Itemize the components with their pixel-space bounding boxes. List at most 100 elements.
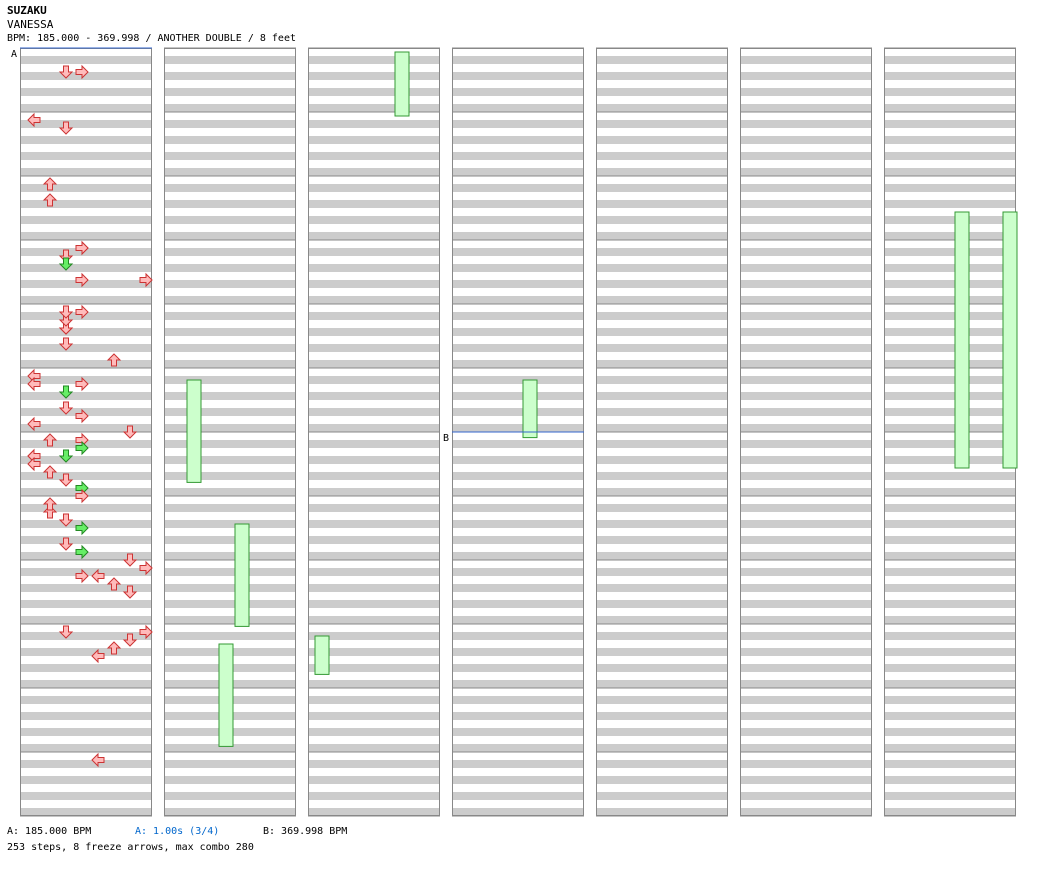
- step-arrow: [122, 585, 138, 599]
- beat-stripe: [596, 488, 728, 496]
- beat-stripe: [596, 696, 728, 704]
- beat-stripe: [308, 408, 440, 416]
- beat-stripe: [884, 280, 1016, 288]
- beat-stripe: [740, 104, 872, 112]
- beat-stripe: [308, 216, 440, 224]
- beat-stripe: [452, 184, 584, 192]
- freeze-arrow-body: [218, 643, 234, 747]
- beat-stripe: [596, 56, 728, 64]
- beat-stripe: [164, 264, 296, 272]
- beat-stripe: [308, 376, 440, 384]
- beat-stripe: [20, 536, 152, 544]
- beat-stripe: [164, 632, 296, 640]
- beat-stripe: [596, 600, 728, 608]
- step-arrow: [122, 425, 138, 439]
- beat-stripe: [308, 312, 440, 320]
- beat-stripe: [740, 584, 872, 592]
- beat-stripe: [20, 680, 152, 688]
- beat-stripe: [164, 760, 296, 768]
- beat-stripe: [164, 232, 296, 240]
- beat-stripe: [452, 280, 584, 288]
- stop-a-label: A: 1.00s (3/4): [135, 826, 220, 837]
- beat-stripe: [740, 456, 872, 464]
- bpm-a-label: A: 185.000 BPM: [7, 826, 92, 837]
- beat-stripe: [452, 632, 584, 640]
- freeze-arrow-body: [394, 51, 410, 117]
- beat-stripe: [308, 808, 440, 816]
- beat-stripe: [740, 728, 872, 736]
- beat-stripe: [308, 248, 440, 256]
- beat-stripe: [308, 552, 440, 560]
- beat-stripe: [308, 696, 440, 704]
- beat-stripe: [308, 168, 440, 176]
- beat-stripe: [884, 376, 1016, 384]
- step-arrow: [91, 752, 105, 768]
- beat-stripe: [740, 504, 872, 512]
- beat-stripe: [596, 104, 728, 112]
- beat-stripe: [884, 392, 1016, 400]
- beat-stripe: [884, 664, 1016, 672]
- beat-stripe: [308, 600, 440, 608]
- beat-stripe: [596, 376, 728, 384]
- beat-stripe: [20, 632, 152, 640]
- beat-stripe: [596, 264, 728, 272]
- beat-stripe: [740, 424, 872, 432]
- beat-stripe: [884, 648, 1016, 656]
- beat-stripe: [164, 520, 296, 528]
- beat-stripe: [20, 568, 152, 576]
- beat-stripe: [20, 472, 152, 480]
- column-border: [164, 48, 296, 816]
- beat-stripe: [308, 392, 440, 400]
- beat-stripe: [452, 264, 584, 272]
- beat-stripe: [740, 632, 872, 640]
- beat-stripe: [596, 616, 728, 624]
- beat-stripe: [452, 200, 584, 208]
- beat-stripe: [164, 200, 296, 208]
- step-arrow: [27, 416, 41, 432]
- beat-stripe: [308, 536, 440, 544]
- beat-stripe: [884, 152, 1016, 160]
- beat-stripe: [596, 72, 728, 80]
- beat-stripe: [740, 216, 872, 224]
- beat-stripe: [452, 344, 584, 352]
- beat-stripe: [164, 104, 296, 112]
- beat-stripe: [308, 72, 440, 80]
- beat-stripe: [884, 680, 1016, 688]
- beat-stripe: [596, 360, 728, 368]
- beat-stripe: [740, 136, 872, 144]
- step-arrow: [42, 193, 58, 207]
- bpm-marker-label: B: [443, 433, 449, 444]
- beat-stripe: [596, 504, 728, 512]
- beat-stripe: [596, 568, 728, 576]
- beat-stripe: [308, 504, 440, 512]
- beat-stripe: [164, 360, 296, 368]
- beat-stripe: [740, 616, 872, 624]
- step-arrow: [75, 64, 89, 80]
- beat-stripe: [740, 296, 872, 304]
- beat-stripe: [884, 632, 1016, 640]
- beat-stripe: [308, 184, 440, 192]
- beat-stripe: [164, 72, 296, 80]
- step-arrow: [58, 537, 74, 551]
- step-arrow: [106, 641, 122, 655]
- beat-stripe: [164, 216, 296, 224]
- beat-stripe: [452, 504, 584, 512]
- beat-stripe: [164, 744, 296, 752]
- beat-stripe: [740, 344, 872, 352]
- beat-stripe: [884, 296, 1016, 304]
- beat-stripe: [20, 200, 152, 208]
- beat-stripe: [20, 72, 152, 80]
- beat-stripe: [884, 104, 1016, 112]
- beat-stripe: [164, 344, 296, 352]
- step-arrow: [75, 272, 89, 288]
- beat-stripe: [308, 280, 440, 288]
- beat-stripe: [20, 488, 152, 496]
- beat-stripe: [596, 776, 728, 784]
- beat-stripe: [596, 472, 728, 480]
- beat-stripe: [596, 520, 728, 528]
- beat-stripe: [884, 504, 1016, 512]
- beat-stripe: [308, 520, 440, 528]
- beat-stripe: [596, 152, 728, 160]
- step-arrow: [106, 353, 122, 367]
